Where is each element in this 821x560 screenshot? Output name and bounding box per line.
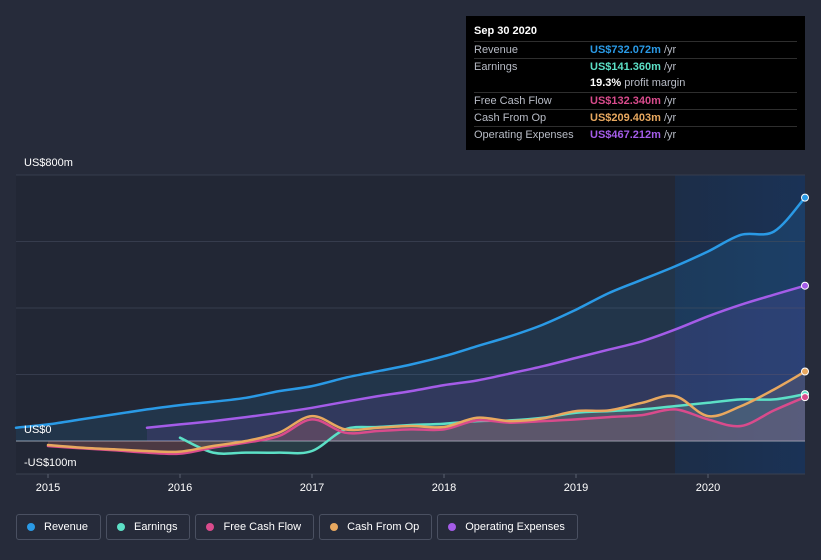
cash-from-op-end-marker bbox=[801, 367, 809, 376]
tooltip-row-unit: profit margin bbox=[624, 77, 686, 89]
tooltip-row-label bbox=[474, 75, 590, 92]
x-tick-label: 2017 bbox=[300, 482, 324, 494]
operating-expenses-line bbox=[145, 284, 807, 429]
tooltip-row-value: US$732.072m bbox=[590, 44, 661, 56]
tooltip-date: Sep 30 2020 bbox=[474, 25, 537, 37]
tooltip-row-label: Revenue bbox=[474, 44, 519, 56]
x-tick-label: 2020 bbox=[696, 482, 720, 494]
legend-label: Free Cash Flow bbox=[223, 521, 302, 533]
tooltip-row-value: US$141.360m bbox=[590, 61, 661, 73]
tooltip-row-label: Operating Expenses bbox=[474, 129, 574, 141]
tooltip-row-value: 19.3% bbox=[590, 77, 622, 89]
tooltip-row-value: US$132.340m bbox=[590, 95, 661, 107]
tooltip-row: Operating Expenses US$467.212m/yr bbox=[474, 126, 797, 143]
free-cash-flow-area bbox=[48, 397, 805, 454]
tooltip-row-value: US$467.212m bbox=[590, 129, 661, 141]
legend-label: Earnings bbox=[134, 521, 178, 533]
legend-dot-icon bbox=[330, 523, 339, 531]
y-axis-zero-label: US$0 bbox=[24, 424, 52, 436]
legend-label: Operating Expenses bbox=[465, 521, 565, 533]
tooltip-row: 19.3% profit margin bbox=[474, 75, 797, 92]
legend-item-earnings[interactable]: Earnings bbox=[106, 514, 191, 540]
legend-dot-icon bbox=[206, 523, 215, 531]
tooltip-row-label: Earnings bbox=[474, 61, 518, 73]
tooltip-row-unit: /yr bbox=[663, 112, 677, 124]
free-cash-flow-line bbox=[46, 395, 807, 456]
legend-dot-icon bbox=[117, 523, 126, 531]
legend-label: Revenue bbox=[44, 521, 89, 533]
legend-label: Cash From Op bbox=[347, 521, 420, 533]
x-tick-label: 2015 bbox=[36, 482, 60, 494]
cash-from-op-area bbox=[48, 371, 805, 452]
revenue-line bbox=[14, 196, 807, 429]
legend-item-free-cash-flow[interactable]: Free Cash Flow bbox=[195, 514, 315, 540]
free-cash-flow-end-marker bbox=[801, 393, 809, 402]
chart-legend: Revenue Earnings Free Cash Flow Cash From O… bbox=[16, 514, 578, 542]
legend-dot-icon bbox=[27, 523, 35, 531]
x-tick-label: 2019 bbox=[564, 482, 588, 494]
cash-from-op-line bbox=[46, 370, 807, 454]
x-tick-label: 2016 bbox=[168, 482, 192, 494]
operating-expenses-end-marker bbox=[801, 281, 809, 290]
tooltip-row-unit: /yr bbox=[663, 61, 677, 73]
legend-item-operating-expenses[interactable]: Operating Expenses bbox=[437, 514, 578, 540]
tooltip-row: Revenue US$732.072m/yr bbox=[474, 41, 797, 58]
legend-item-revenue[interactable]: Revenue bbox=[16, 514, 102, 540]
tooltip-row-unit: /yr bbox=[663, 129, 677, 141]
tooltip-row-label: Free Cash Flow bbox=[474, 95, 552, 107]
y-axis-bottom-label: -US$100m bbox=[24, 457, 77, 469]
tooltip-row-value: US$209.403m bbox=[590, 112, 661, 124]
gridlines bbox=[16, 174, 805, 475]
data-tooltip: Sep 30 2020 Revenue US$732.072m/yr Earning… bbox=[466, 16, 805, 150]
tooltip-row: Earnings US$141.360m/yr bbox=[474, 58, 797, 75]
legend-dot-icon bbox=[448, 523, 457, 531]
tooltip-row-unit: /yr bbox=[663, 95, 677, 107]
legend-item-cash-from-op[interactable]: Cash From Op bbox=[319, 514, 433, 540]
revenue-area bbox=[16, 197, 805, 441]
tooltip-row: Free Cash Flow US$132.340m/yr bbox=[474, 92, 797, 109]
tooltip-row-label: Cash From Op bbox=[474, 112, 547, 124]
revenue-end-marker bbox=[801, 193, 809, 202]
tooltip-row-unit: /yr bbox=[663, 44, 677, 56]
y-axis-top-label: US$800m bbox=[24, 157, 73, 169]
tooltip-row: Cash From Op US$209.403m/yr bbox=[474, 109, 797, 126]
x-tick-label: 2018 bbox=[432, 482, 456, 494]
